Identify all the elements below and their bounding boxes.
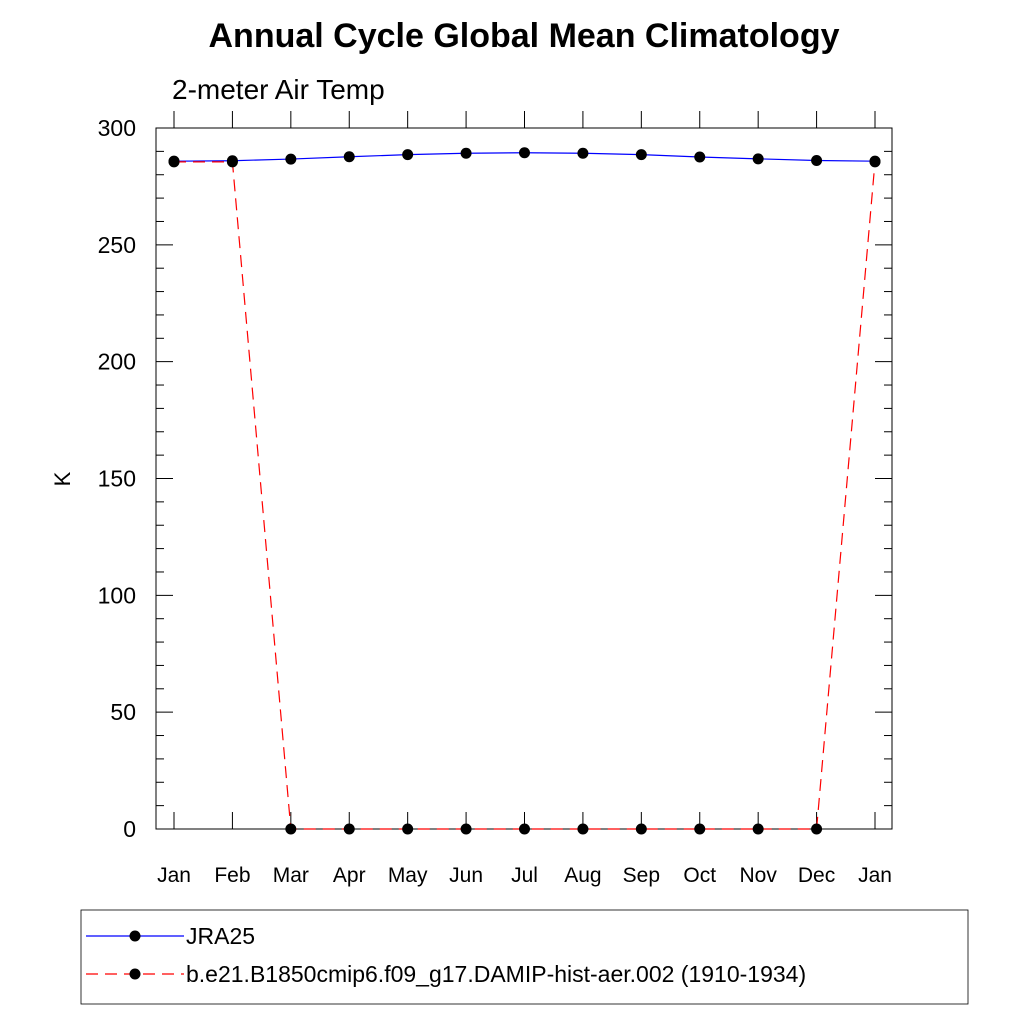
data-point bbox=[343, 823, 355, 835]
y-tick-label: 300 bbox=[98, 115, 136, 141]
legend-items: JRA25 b.e21.B1850cmip6.f09_g17.DAMIP-hist… bbox=[86, 923, 806, 987]
data-point bbox=[635, 823, 647, 835]
x-tick-label: Jan bbox=[157, 864, 191, 887]
x-tick-label: Nov bbox=[739, 864, 777, 887]
data-point bbox=[811, 823, 823, 835]
data-point bbox=[577, 147, 589, 159]
data-point bbox=[402, 149, 414, 161]
data-point bbox=[460, 823, 472, 835]
legend-box bbox=[80, 909, 969, 1005]
series-layer bbox=[168, 147, 881, 835]
x-tick-label: Feb bbox=[214, 864, 250, 887]
y-tick-label: 100 bbox=[98, 582, 136, 608]
data-point bbox=[635, 149, 647, 161]
y-tick-label: 150 bbox=[98, 466, 136, 492]
data-point bbox=[869, 156, 881, 168]
y-tick-label: 200 bbox=[98, 349, 136, 375]
data-point bbox=[694, 823, 706, 835]
chart-title: Annual Cycle Global Mean Climatology bbox=[209, 17, 840, 55]
y-tick-labels: 0 50 100 150 200 250 300 bbox=[98, 115, 136, 842]
y-tick-label: 0 bbox=[123, 816, 136, 842]
x-tick-label: Dec bbox=[798, 864, 835, 887]
series-0 bbox=[168, 147, 881, 167]
legend-item-1: b.e21.B1850cmip6.f09_g17.DAMIP-hist-aer.… bbox=[86, 961, 806, 987]
data-point bbox=[694, 151, 706, 163]
data-point bbox=[402, 823, 414, 835]
x-tick-label: Apr bbox=[333, 864, 366, 887]
x-tick-labels: Jan Feb Mar Apr May Jun Jul Aug Sep Oct Nov Dec Jan bbox=[157, 864, 892, 887]
y-tick-label: 50 bbox=[110, 699, 136, 725]
data-point bbox=[168, 156, 180, 168]
data-point bbox=[226, 156, 238, 168]
x-tick-label: May bbox=[388, 864, 428, 887]
legend-marker bbox=[129, 930, 141, 942]
series-1 bbox=[168, 156, 881, 835]
x-tick-label: Sep bbox=[623, 864, 660, 887]
x-tick-label: Oct bbox=[683, 864, 716, 887]
plot-frame bbox=[155, 127, 893, 830]
data-point bbox=[752, 823, 764, 835]
data-point bbox=[285, 823, 297, 835]
series-line bbox=[174, 161, 876, 830]
chart-subtitle: 2-meter Air Temp bbox=[172, 74, 385, 105]
legend-label: JRA25 bbox=[186, 923, 255, 949]
x-tick-label: Aug bbox=[564, 864, 601, 887]
x-tick-label: Jan bbox=[858, 864, 892, 887]
data-point bbox=[285, 153, 297, 165]
data-point bbox=[519, 823, 530, 835]
data-point bbox=[343, 151, 355, 163]
data-point bbox=[811, 154, 823, 166]
legend-label: b.e21.B1850cmip6.f09_g17.DAMIP-hist-aer.… bbox=[186, 961, 806, 987]
data-point bbox=[460, 147, 472, 159]
x-tick-label: Mar bbox=[273, 864, 309, 887]
x-tick-label: Jul bbox=[511, 864, 538, 887]
legend-marker bbox=[129, 968, 141, 980]
data-point bbox=[752, 153, 764, 165]
x-tick-label: Jun bbox=[449, 864, 483, 887]
y-axis-label: K bbox=[50, 471, 75, 486]
axis-ticks bbox=[156, 111, 892, 830]
legend: JRA25 b.e21.B1850cmip6.f09_g17.DAMIP-hist… bbox=[80, 909, 969, 1005]
legend-item-0: JRA25 bbox=[86, 923, 255, 949]
data-point bbox=[519, 147, 530, 159]
data-point bbox=[577, 823, 589, 835]
y-tick-label: 250 bbox=[98, 232, 136, 258]
